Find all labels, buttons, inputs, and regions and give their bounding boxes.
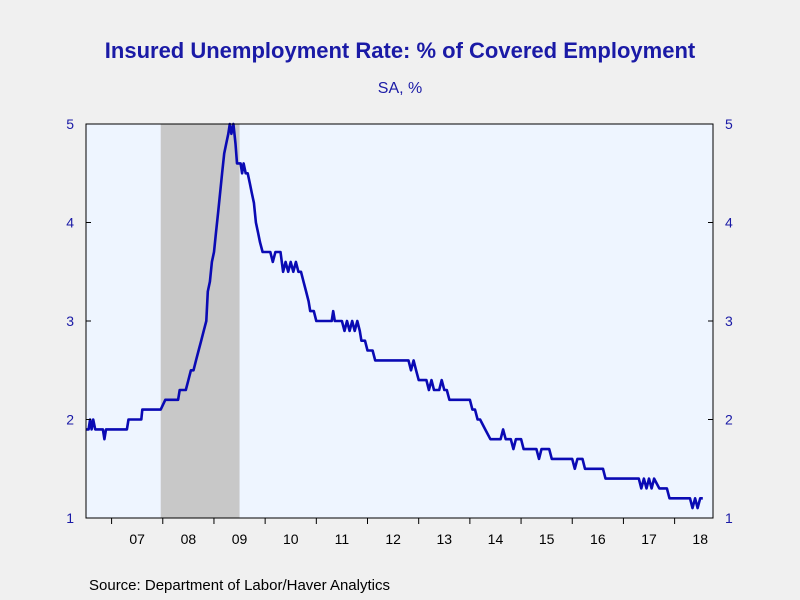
y-tick-label-left: 4 xyxy=(66,215,74,231)
x-tick-label: 13 xyxy=(436,531,452,547)
y-tick-label-right: 1 xyxy=(725,510,733,526)
y-tick-label-right: 2 xyxy=(725,412,733,428)
x-tick-label: 17 xyxy=(641,531,657,547)
y-tick-label-right: 5 xyxy=(725,116,733,132)
recession-bands xyxy=(160,124,240,518)
y-tick-label-right: 3 xyxy=(725,313,733,329)
y-tick-label-left: 3 xyxy=(66,313,74,329)
x-tick-label: 10 xyxy=(283,531,299,547)
series-lines xyxy=(86,122,703,510)
x-tick-label: 11 xyxy=(335,531,350,547)
x-tick-label: 08 xyxy=(181,531,197,547)
x-tick-label: 09 xyxy=(232,531,248,547)
series-line xyxy=(86,122,703,510)
axes: 1 12 23 34 45 507 08 09 10 11 12 13 14 15 16 17 18 xyxy=(66,116,733,547)
x-tick-label: 18 xyxy=(692,531,708,547)
chart-title: Insured Unemployment Rate: % of Covered … xyxy=(104,38,696,63)
x-tick-label: 15 xyxy=(539,531,555,547)
y-tick-label-left: 5 xyxy=(66,116,74,132)
x-tick-label: 07 xyxy=(129,531,145,547)
y-tick-label-right: 4 xyxy=(725,215,733,231)
y-tick-label-left: 1 xyxy=(66,510,74,526)
chart-subtitle: SA, % xyxy=(377,80,423,97)
source-note: Source: Department of Labor/Haver Analyt… xyxy=(89,577,390,594)
recession-band xyxy=(160,124,240,518)
x-tick-label: 14 xyxy=(488,531,504,547)
y-tick-label-left: 2 xyxy=(66,412,74,428)
x-tick-label: 16 xyxy=(590,531,606,547)
x-tick-label: 12 xyxy=(385,531,401,547)
